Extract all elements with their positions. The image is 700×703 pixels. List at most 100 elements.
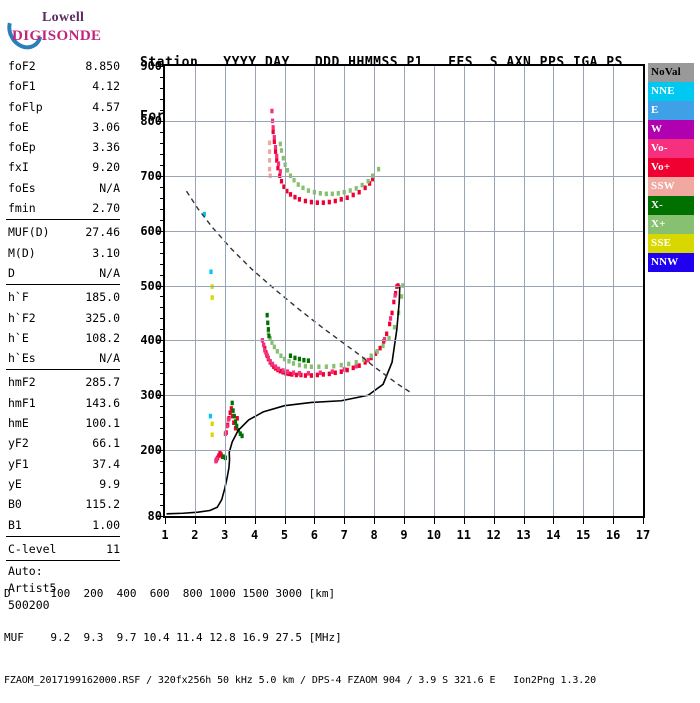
x-axis-tick-label: 15	[576, 528, 591, 542]
x-axis-tick	[553, 518, 555, 524]
x-axis-tick	[374, 518, 376, 524]
param-row: D N/A	[4, 263, 122, 283]
gridline-vertical	[254, 66, 256, 516]
param-note-line: Auto:	[8, 564, 43, 579]
param-row: h`F 185.0	[4, 287, 122, 307]
y-axis-tick	[160, 241, 165, 243]
footer-info: D 100 200 400 600 800 1000 1500 3000 [km…	[4, 558, 596, 703]
legend-item-vo-[interactable]: Vo-	[648, 139, 694, 158]
param-value: 4.57	[92, 99, 120, 114]
ionogram-plot-area[interactable]	[163, 64, 645, 518]
x-axis-tick	[643, 518, 644, 524]
param-row: foE 3.06	[4, 117, 122, 137]
param-row: hmE 100.1	[4, 413, 122, 433]
x-axis-tick	[165, 518, 166, 524]
gridline-horizontal	[165, 175, 643, 177]
x-axis-tick	[344, 518, 346, 524]
x-axis-tick-label: 14	[546, 528, 561, 542]
legend-item-w[interactable]: W	[648, 120, 694, 139]
x-axis-tick	[433, 518, 435, 524]
param-value: 185.0	[85, 290, 120, 305]
y-axis-tick	[160, 494, 165, 496]
y-axis-tick-label: 600	[140, 223, 162, 238]
gridline-vertical	[583, 66, 585, 516]
param-key: foF1	[8, 79, 36, 94]
lowell-digisonde-logo: Lowell DIGISONDE	[0, 4, 118, 56]
y-axis-tick	[160, 252, 165, 254]
param-row: h`F2 325.0	[4, 308, 122, 328]
legend-item-vo-[interactable]: Vo+	[648, 158, 694, 177]
x-axis-tick-label: 6	[310, 528, 318, 542]
y-axis-tick	[157, 120, 165, 122]
trace-e-region-echoes-nne-	[202, 211, 213, 419]
y-axis-tick-label: 200	[140, 443, 162, 458]
y-axis-tick	[157, 395, 165, 397]
legend-item-x-[interactable]: X-	[648, 196, 694, 215]
param-row: foF1 4.12	[4, 76, 122, 96]
trace-e-region-echoes-sse-	[210, 284, 214, 438]
y-axis-ticks	[157, 64, 165, 518]
y-axis-tick	[160, 208, 165, 210]
param-divider	[6, 560, 120, 562]
x-axis-ticks	[163, 518, 645, 526]
y-axis-tick	[160, 296, 165, 298]
param-value: 143.6	[85, 395, 120, 410]
y-axis-tick	[157, 450, 165, 452]
y-axis-tick	[160, 142, 165, 144]
param-value: N/A	[99, 180, 120, 195]
x-axis-tick-label: 5	[280, 528, 289, 542]
param-row: fmin 2.70	[4, 198, 122, 218]
param-key: h`E	[8, 330, 29, 345]
param-row: foEs N/A	[4, 178, 122, 198]
param-key: hmF2	[8, 375, 36, 390]
param-value: 100.1	[85, 416, 120, 431]
param-key: MUF(D)	[8, 225, 50, 240]
param-value: N/A	[99, 265, 120, 280]
curve-electron-density-profile	[166, 285, 401, 515]
legend-item-sse[interactable]: SSE	[648, 234, 694, 253]
y-axis-tick	[160, 505, 165, 507]
gridline-vertical	[493, 66, 495, 516]
legend-item-noval[interactable]: NoVal	[648, 63, 694, 82]
gridline-vertical	[404, 66, 405, 516]
param-row: B0 115.2	[4, 494, 122, 514]
x-axis-tick	[463, 518, 465, 524]
param-key: D	[8, 265, 15, 280]
x-axis-tick	[613, 518, 615, 524]
param-key: foFlp	[8, 99, 43, 114]
param-key: yF1	[8, 456, 29, 471]
param-row: h`E 108.2	[4, 328, 122, 348]
x-axis-tick-label: 12	[486, 528, 501, 542]
param-row: B1 1.00	[4, 515, 122, 535]
legend-item-ssw[interactable]: SSW	[648, 177, 694, 196]
polarization-legend[interactable]: NoVal NNE E W Vo- Vo+ SSW X- X+ SSE NNW	[648, 63, 694, 272]
legend-item-x-[interactable]: X+	[648, 215, 694, 234]
param-row: hmF2 285.7	[4, 372, 122, 392]
gridline-vertical	[314, 66, 316, 516]
y-axis-tick-label: 400	[140, 333, 162, 348]
legend-item-nnw[interactable]: NNW	[648, 253, 694, 272]
x-axis-tick	[254, 518, 256, 524]
y-axis-tick	[160, 76, 165, 78]
y-axis-tick-label: 80	[147, 509, 162, 523]
y-axis-tick	[160, 186, 165, 188]
y-axis-tick	[160, 219, 165, 221]
param-value: 11	[106, 541, 120, 556]
x-axis-tick	[523, 518, 525, 524]
legend-item-e[interactable]: E	[648, 101, 694, 120]
plot-gridlines	[165, 66, 643, 516]
param-key: fmin	[8, 201, 36, 216]
logo-lowell-text: Lowell	[42, 10, 85, 25]
param-value: 3.06	[92, 119, 120, 134]
gridline-horizontal	[165, 230, 643, 232]
gridline-vertical	[553, 66, 555, 516]
param-key: foF2	[8, 59, 36, 73]
param-row: hmF1 143.6	[4, 393, 122, 413]
y-axis-tick	[160, 307, 165, 309]
param-divider	[6, 535, 120, 537]
param-value: 4.12	[92, 79, 120, 94]
param-key: hmF1	[8, 395, 36, 410]
gridline-vertical	[344, 66, 346, 516]
y-axis-tick	[160, 197, 165, 199]
legend-item-nne[interactable]: NNE	[648, 82, 694, 101]
